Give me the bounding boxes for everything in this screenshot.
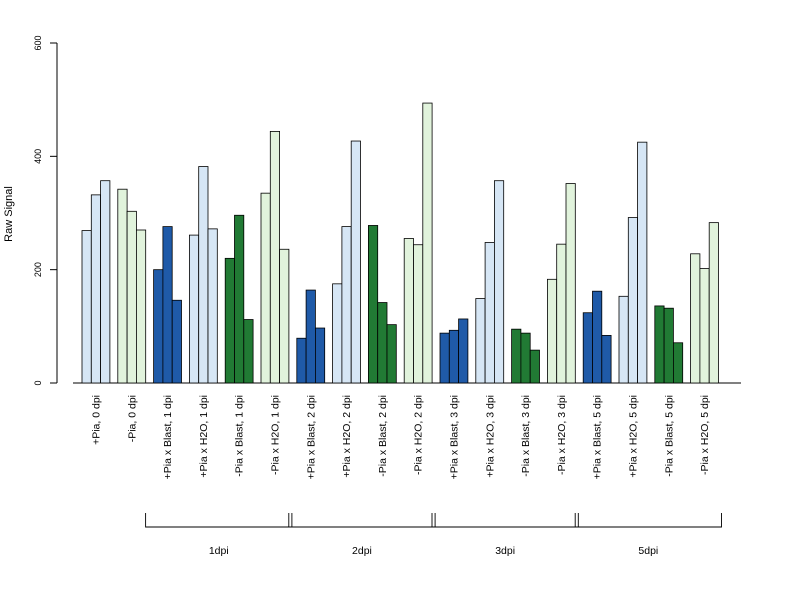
x-tick-label: -Pia x Blast, 5 dpi [663,395,675,477]
group-bracket [288,513,436,528]
x-tick-label: +Pia x Blast, 1 dpi [162,395,174,479]
y-tick-label: 400 [33,149,43,164]
x-tick-label: +Pia x H2O, 3 dpi [484,395,496,478]
group-label: 1dpi [209,545,229,557]
bar [81,230,92,384]
bar [448,329,459,384]
bar [171,299,182,384]
bar [279,248,290,384]
group-bracket [431,513,579,528]
x-tick-labels: +Pia, 0 dpi -Pia, 0 dpi +Pia x Blast, 1 dp… [90,395,711,479]
bar [690,253,701,384]
bar [708,222,719,384]
bar [260,192,271,384]
y-axis-label: Raw Signal [3,186,15,242]
bar [188,234,200,384]
y-tick-label: 0 [33,380,43,385]
x-tick-label: +Pia x H2O, 1 dpi [198,395,210,478]
group-bracket [145,513,293,528]
x-tick-label: +Pia x Blast, 5 dpi [592,395,604,479]
bar [90,194,102,384]
bar [511,328,522,384]
bar [627,217,638,384]
x-tick-label: -Pia x Blast, 1 dpi [234,395,246,477]
bar [162,226,173,384]
bar [207,228,218,384]
group-bracket [574,513,722,528]
bar [458,318,469,384]
bar [475,298,486,384]
bar [673,342,684,384]
bar [305,289,316,384]
bar [332,283,343,384]
bar [547,278,558,384]
bar [153,269,164,384]
bar [654,305,665,384]
x-tick-label: -Pia x Blast, 3 dpi [520,395,532,477]
bar [135,229,147,384]
x-tick-label: +Pia x Blast, 2 dpi [305,395,317,479]
x-tick-label: -Pia x Blast, 2 dpi [377,395,389,477]
bar [234,214,245,384]
group-label: 5dpi [638,545,658,557]
bar [529,349,540,384]
bar [269,130,280,384]
bar [637,141,648,384]
bar [493,180,505,384]
bar [439,332,450,384]
bar [484,242,495,384]
bar [367,225,379,384]
x-tick-label: -Pia x H2O, 1 dpi [269,395,281,475]
bar [601,334,612,384]
bar [582,312,593,384]
bar [224,257,235,384]
y-axis: 0 200 400 600 [33,35,58,386]
y-tick-label: 600 [33,35,43,50]
bar [592,290,603,384]
bar [422,102,433,384]
bar [556,243,567,384]
x-tick-label: +Pia x Blast, 3 dpi [448,395,460,479]
bars [81,102,719,384]
bar [403,238,414,384]
bar [341,226,352,384]
group-label: 3dpi [495,545,515,557]
bar [618,295,629,384]
bar [386,324,397,384]
x-tick-label: -Pia x H2O, 3 dpi [556,395,568,475]
x-tick-label: +Pia, 0 dpi [90,395,102,445]
bar [296,337,307,384]
bar [377,302,388,384]
bar [520,332,531,384]
bar [100,180,111,384]
bar [663,307,674,384]
bar [413,244,424,384]
bar [314,327,326,384]
bar [350,140,361,384]
y-tick-label: 200 [33,262,43,277]
bar [117,188,128,384]
x-tick-label: -Pia x H2O, 2 dpi [413,395,425,475]
bar [198,166,209,384]
group-brackets: 1dpi 2dpi 3dpi 5dpi [145,513,722,557]
bar [126,210,137,384]
bar [243,319,254,384]
x-tick-label: +Pia x H2O, 5 dpi [627,395,639,478]
bar [565,183,576,384]
bar [699,268,710,384]
x-tick-label: -Pia, 0 dpi [126,395,138,442]
x-tick-label: -Pia x H2O, 5 dpi [699,395,711,475]
group-label: 2dpi [352,545,372,557]
x-tick-label: +Pia x H2O, 2 dpi [341,395,353,478]
